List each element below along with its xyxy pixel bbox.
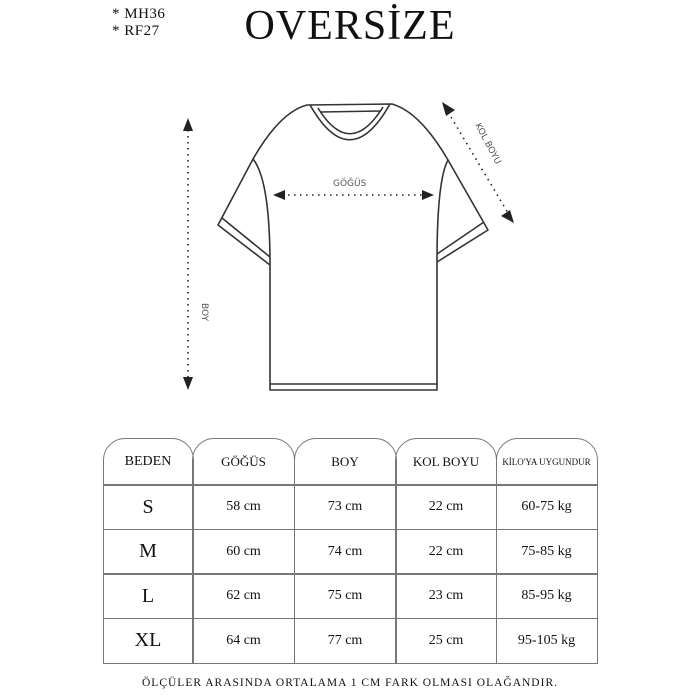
- arrow-down-right-icon: [501, 210, 514, 223]
- table-cell: 60-75 kg: [495, 484, 598, 530]
- table-cell: 85-95 kg: [495, 573, 598, 619]
- table-row: L 62 cm 75 cm 23 cm 85-95 kg: [102, 573, 598, 619]
- tshirt-diagram: GÖĞÜS BOY KOL BOYU: [183, 102, 514, 391]
- product-code: * RF27: [112, 23, 160, 39]
- table-cell: 60 cm: [192, 528, 295, 575]
- sleeve-label: KOL BOYU: [472, 122, 502, 166]
- header-cell: KİLO'YA UYGUNDUR: [495, 437, 598, 486]
- page-title: OVERSİZE: [244, 3, 456, 49]
- product-codes: * MH36 * RF27: [112, 6, 165, 40]
- header-cell: BOY: [293, 437, 397, 486]
- table-cell: 75-85 kg: [495, 528, 598, 575]
- size-cell: L: [102, 573, 194, 619]
- header-cell: BEDEN: [102, 437, 194, 486]
- table-row: M 60 cm 74 cm 22 cm 75-85 kg: [102, 528, 598, 575]
- length-label: BOY: [199, 303, 209, 322]
- tshirt-outline: [217, 103, 489, 391]
- header-cell: KOL BOYU: [395, 437, 497, 486]
- arrow-up-icon: [183, 118, 193, 131]
- table-row: XL 64 cm 77 cm 25 cm 95-105 kg: [102, 617, 598, 664]
- table-cell: 95-105 kg: [495, 617, 598, 664]
- arrow-right-icon: [422, 190, 434, 200]
- arrow-up-left-icon: [442, 102, 455, 116]
- table-cell: 23 cm: [395, 573, 497, 619]
- table-cell: 22 cm: [395, 528, 497, 575]
- table-row: S 58 cm 73 cm 22 cm 60-75 kg: [102, 484, 598, 530]
- table-cell: 64 cm: [192, 617, 295, 664]
- size-cell: M: [102, 528, 194, 575]
- arrow-down-icon: [183, 377, 193, 390]
- header-cell: GÖĞÜS: [192, 437, 295, 486]
- left-cuff: [221, 217, 271, 258]
- table-header: BEDEN GÖĞÜS BOY KOL BOYU KİLO'YA UYGUNDU…: [102, 437, 598, 486]
- size-cell: XL: [102, 617, 194, 664]
- table-cell: 75 cm: [293, 573, 397, 619]
- arrow-left-icon: [273, 190, 285, 200]
- chest-label: GÖĞÜS: [333, 177, 367, 189]
- table-cell: 73 cm: [293, 484, 397, 530]
- table-cell: 25 cm: [395, 617, 497, 664]
- table-cell: 58 cm: [192, 484, 295, 530]
- table-cell: 74 cm: [293, 528, 397, 575]
- product-code: * MH36: [112, 6, 166, 22]
- size-table: BEDEN GÖĞÜS BOY KOL BOYU KİLO'YA UYGUNDU…: [102, 437, 598, 664]
- table-cell: 22 cm: [395, 484, 497, 530]
- collar: [309, 103, 391, 141]
- footer-note: ÖLÇÜLER ARASINDA ORTALAMA 1 CM FARK OLMA…: [141, 677, 558, 689]
- size-cell: S: [102, 484, 194, 530]
- table-cell: 77 cm: [293, 617, 397, 664]
- right-cuff: [436, 221, 485, 255]
- table-cell: 62 cm: [192, 573, 295, 619]
